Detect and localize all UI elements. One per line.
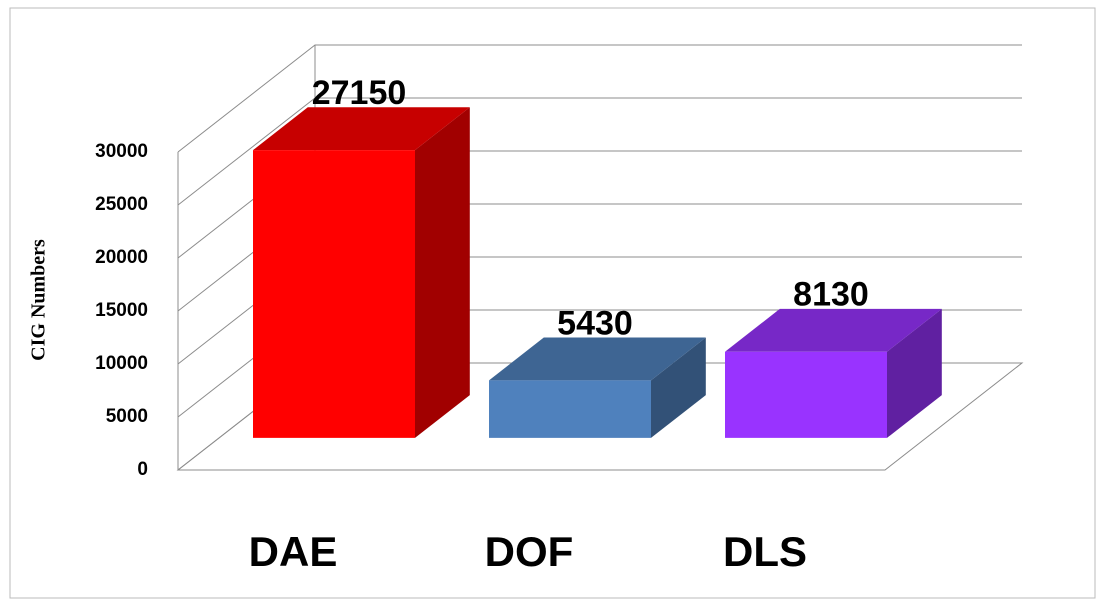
y-tick-label: 20000 bbox=[95, 247, 148, 268]
y-tick-label: 15000 bbox=[95, 300, 148, 321]
x-tick-label: DOF bbox=[485, 528, 574, 575]
y-tick-label: 10000 bbox=[95, 353, 148, 374]
y-tick-label: 0 bbox=[137, 459, 148, 480]
x-tick-label: DLS bbox=[723, 528, 807, 575]
y-axis-label: CIG Numbers bbox=[28, 239, 50, 361]
bar-front bbox=[489, 380, 651, 438]
bar-top bbox=[725, 308, 942, 352]
x-tick-label: DAE bbox=[249, 528, 338, 575]
y-tick-label: 30000 bbox=[95, 141, 148, 162]
bar-side bbox=[887, 308, 942, 438]
frame bbox=[9, 7, 1096, 599]
y-tick-label: 5000 bbox=[106, 406, 148, 427]
bar bbox=[253, 107, 470, 438]
bar-top bbox=[489, 337, 706, 381]
y-tick-label: 25000 bbox=[95, 194, 148, 215]
bar-front bbox=[253, 150, 415, 438]
bar-side bbox=[415, 107, 470, 438]
bar-side bbox=[651, 337, 706, 438]
bar-top bbox=[253, 107, 470, 151]
bar bbox=[725, 308, 942, 438]
data-label: 27150 bbox=[312, 74, 407, 112]
bar bbox=[489, 337, 706, 438]
data-label: 5430 bbox=[557, 304, 633, 342]
data-label: 8130 bbox=[793, 276, 869, 314]
bar-front bbox=[725, 351, 887, 438]
